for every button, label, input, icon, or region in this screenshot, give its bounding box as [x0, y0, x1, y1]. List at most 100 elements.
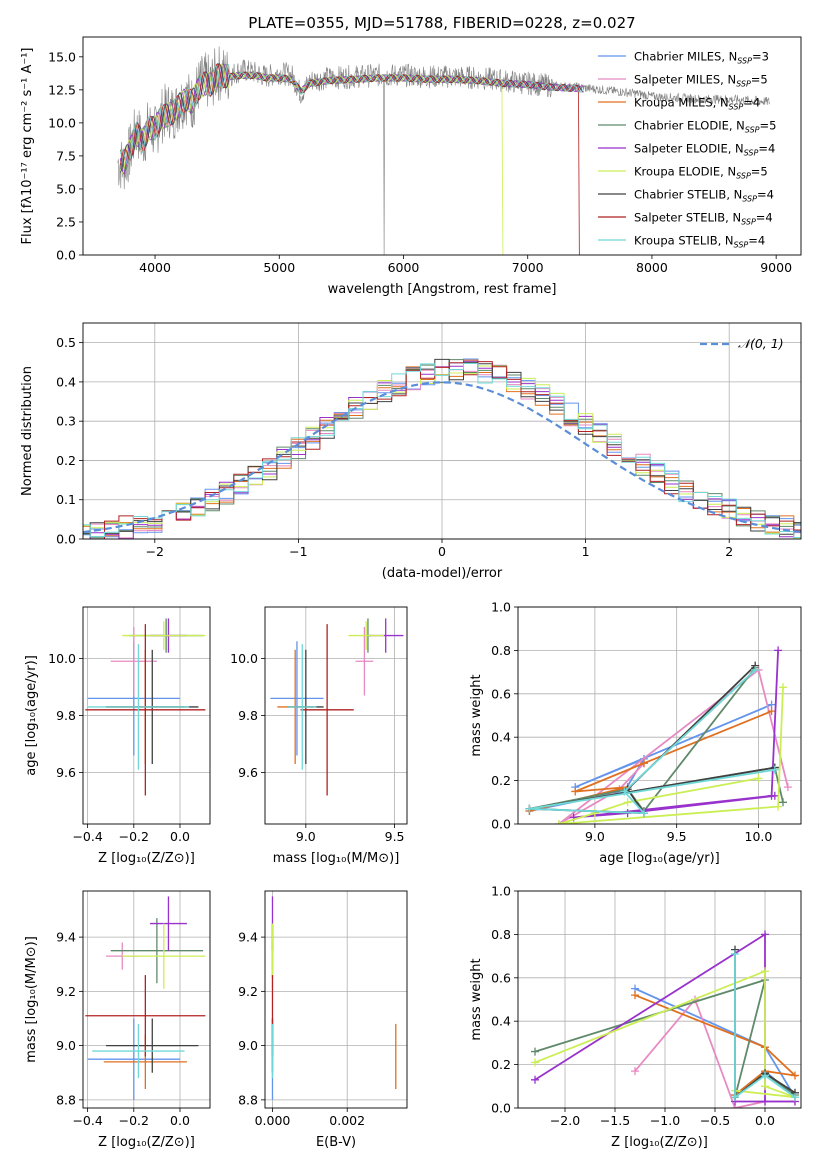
y-tick-label: 0.4 — [491, 730, 511, 745]
x-tick-label: −2.0 — [550, 1113, 580, 1128]
x-tick-label: −0.2 — [119, 829, 149, 844]
weight-line-5 — [558, 687, 784, 824]
y-tick-label: 10.0 — [230, 651, 258, 666]
x-tick-label: −0.2 — [119, 1113, 149, 1128]
model-line-1 — [119, 63, 584, 163]
plot-border — [264, 890, 408, 1109]
y-tick-label: 9.6 — [56, 765, 76, 780]
weight-marker — [531, 1047, 539, 1056]
weight-marker — [571, 787, 580, 796]
weight-marker — [779, 798, 788, 807]
y-tick-label: 1.0 — [491, 600, 511, 615]
y-tick-label: 9.8 — [56, 708, 76, 723]
x-tick-label: −0.4 — [72, 1113, 102, 1128]
y-axis-label: Normed distribution — [20, 366, 35, 496]
x-tick-label: −0.4 — [72, 829, 102, 844]
weight-marker — [761, 1071, 769, 1080]
weight-lines — [525, 646, 792, 824]
mass-vs-EBV-panel: 0.000 0.002 8.8 9.0 9.2 9.4 E(B-V) — [238, 890, 408, 1150]
y-tick-label: 15.0 — [48, 49, 76, 64]
x-tick-label: 9000 — [760, 260, 792, 275]
x-tick-label: 0.002 — [329, 1113, 365, 1128]
weight-marker — [631, 1067, 639, 1076]
x-tick-label: 2 — [725, 544, 733, 559]
y-tick-label: 9.2 — [56, 984, 76, 999]
x-axis-label: mass [log₁₀(M/M⊙)] — [273, 851, 400, 866]
x-tick-label: 5000 — [263, 260, 295, 275]
spectrum-legend: Chabrier MILES, NSSP=3 Salpeter MILES, NS… — [598, 50, 776, 250]
y-axis-label: mass [log₁₀(M/M⊙)] — [24, 936, 39, 1063]
weight-marker — [631, 991, 639, 1000]
x-tick-label: 1 — [582, 544, 590, 559]
weight-marker — [774, 802, 783, 811]
legend-label: Salpeter MILES, NSSP=5 — [634, 73, 768, 89]
plot-border — [82, 36, 802, 256]
y-tick-label: 0.8 — [491, 927, 511, 942]
x-tick-label: 9.5 — [385, 829, 405, 844]
x-tick-label: −2 — [146, 544, 164, 559]
x-axis-label: wavelength [Angstrom, rest frame] — [328, 282, 557, 297]
y-tick-label: 0.8 — [491, 643, 511, 658]
weight-line-7 — [734, 953, 796, 1099]
x-tick-label: −1.0 — [650, 1113, 680, 1128]
y-tick-label: 0.0 — [491, 817, 511, 832]
y-tick-label: 0.6 — [491, 686, 511, 701]
y-tick-label: 8.8 — [238, 1092, 258, 1107]
errorbars — [270, 618, 404, 796]
histogram-8 — [83, 363, 801, 538]
model-line-7 — [119, 62, 580, 255]
weight-marker — [731, 949, 739, 958]
errorbars — [85, 618, 206, 796]
legend-label: Chabrier ELODIE, NSSP=5 — [634, 119, 776, 135]
x-tick-label: 0.0 — [170, 1113, 190, 1128]
weight-marker — [531, 1075, 539, 1084]
plot-border — [264, 606, 408, 825]
x-axis-label: Z [log₁₀(Z/Z⊙)] — [611, 1135, 708, 1150]
y-tick-label: 12.5 — [48, 82, 76, 97]
x-tick-label: 7000 — [512, 260, 544, 275]
legend-label: Salpeter ELODIE, NSSP=4 — [634, 142, 775, 158]
weight-marker — [779, 683, 788, 692]
residuals-panel: −2 −1 0 1 2 0.0 0.1 0.2 0.3 0.4 0.5 (data-model)/er… — [20, 322, 802, 581]
weight-marker — [731, 1093, 739, 1102]
x-tick-label: 8000 — [636, 260, 668, 275]
y-tick-label: 9.0 — [238, 1038, 258, 1053]
weight-line-6 — [529, 664, 775, 815]
y-tick-label: 9.6 — [238, 765, 258, 780]
weight-lines — [531, 930, 799, 1108]
y-tick-label: 5.0 — [56, 181, 76, 196]
y-tick-label: 0.3 — [56, 414, 76, 429]
y-tick-label: 0.5 — [56, 335, 76, 350]
weight-marker — [761, 930, 769, 939]
histogram-7 — [104, 361, 801, 539]
grid — [83, 607, 210, 824]
legend-label: 𝒩(0, 1) — [738, 336, 784, 351]
y-tick-label: 0.2 — [491, 773, 511, 788]
x-tick-label: −1.5 — [600, 1113, 630, 1128]
weight-marker — [554, 820, 563, 824]
x-tick-label: 9.5 — [667, 829, 687, 844]
x-tick-label: 0 — [438, 544, 446, 559]
x-tick-label: 0.000 — [255, 1113, 291, 1128]
histograms — [83, 358, 801, 539]
legend-label: Kroupa MILES, NSSP=4 — [634, 96, 760, 112]
y-tick-label: 0.0 — [56, 248, 76, 263]
model-line-3 — [119, 63, 584, 172]
weight-marker — [761, 1097, 769, 1106]
y-axis-label: Flux [fλ10⁻¹⁷ erg cm⁻² s⁻¹ A⁻¹] — [20, 48, 35, 245]
weight-marker — [770, 791, 779, 800]
x-tick-label: 4000 — [139, 260, 171, 275]
y-tick-label: 9.4 — [56, 930, 76, 945]
weight-vs-Z-panel: −2.0 −1.5 −1.0 −0.5 0.0 0.0 0.2 0.4 0.6 0.8 1.0 Z [… — [469, 884, 802, 1150]
spectrum-panel: 4000 5000 6000 7000 8000 9000 0.0 2.5 5.0 7.5 10.0… — [20, 14, 802, 297]
x-tick-label: 0.0 — [755, 1113, 775, 1128]
plot-border — [82, 890, 211, 1109]
y-tick-label: 0.0 — [56, 532, 76, 547]
legend-label: Kroupa STELIB, NSSP=4 — [634, 234, 765, 250]
x-axis-label: E(B-V) — [316, 1135, 356, 1150]
y-tick-label: 9.0 — [56, 1038, 76, 1053]
weight-marker — [639, 809, 648, 818]
plot-border — [82, 322, 802, 540]
model-line-5 — [119, 63, 504, 255]
